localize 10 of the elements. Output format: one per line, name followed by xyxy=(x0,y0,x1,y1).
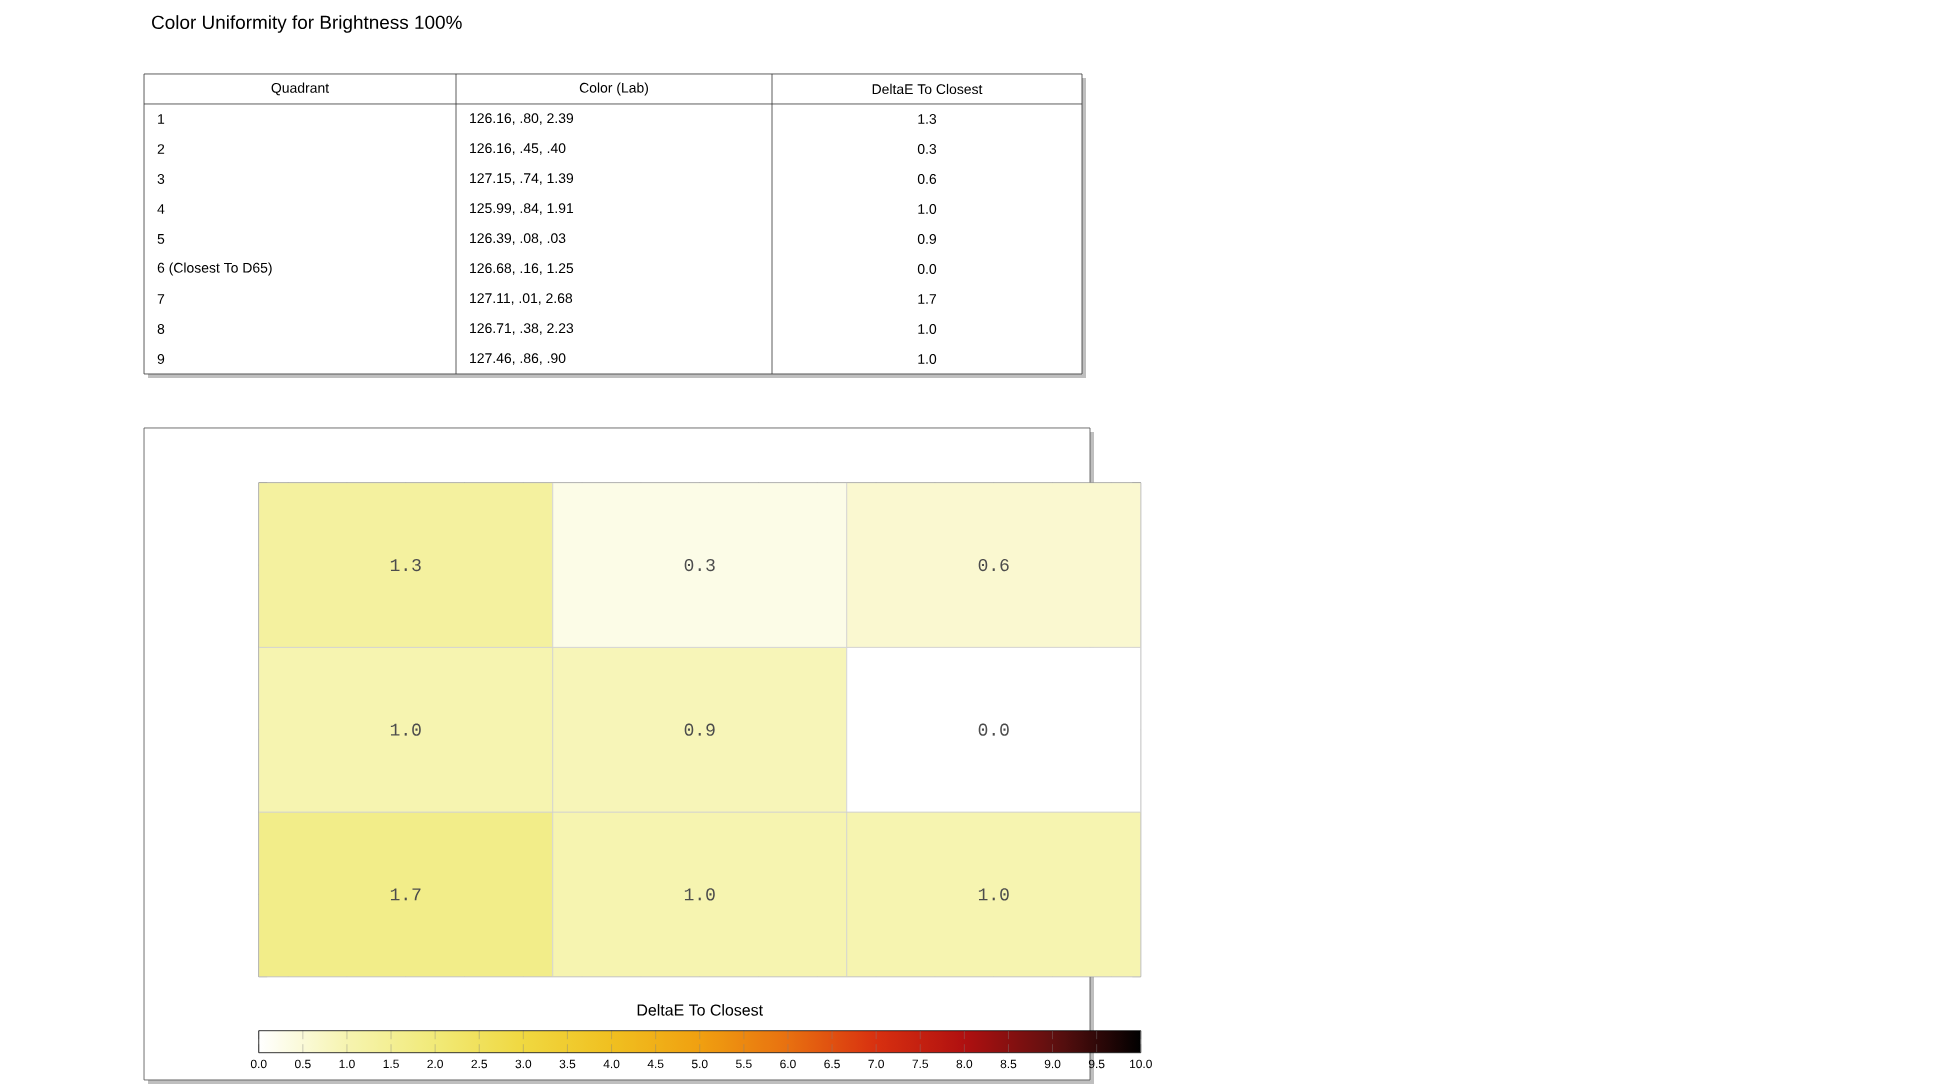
data-label: 1.3 xyxy=(390,558,421,572)
data-label: 1.7 xyxy=(390,888,421,901)
data-label: 1.0 xyxy=(684,888,715,901)
text: Color Uniformity for Brightness 100% xyxy=(152,15,462,33)
data-label: 0.3 xyxy=(684,558,715,572)
data-label: 1.0 xyxy=(978,888,1009,901)
data-label: 0.0 xyxy=(978,723,1009,736)
data-label: 0.9 xyxy=(684,723,715,736)
data-label: 0.6 xyxy=(978,558,1009,572)
data-label: 1.0 xyxy=(390,723,421,736)
